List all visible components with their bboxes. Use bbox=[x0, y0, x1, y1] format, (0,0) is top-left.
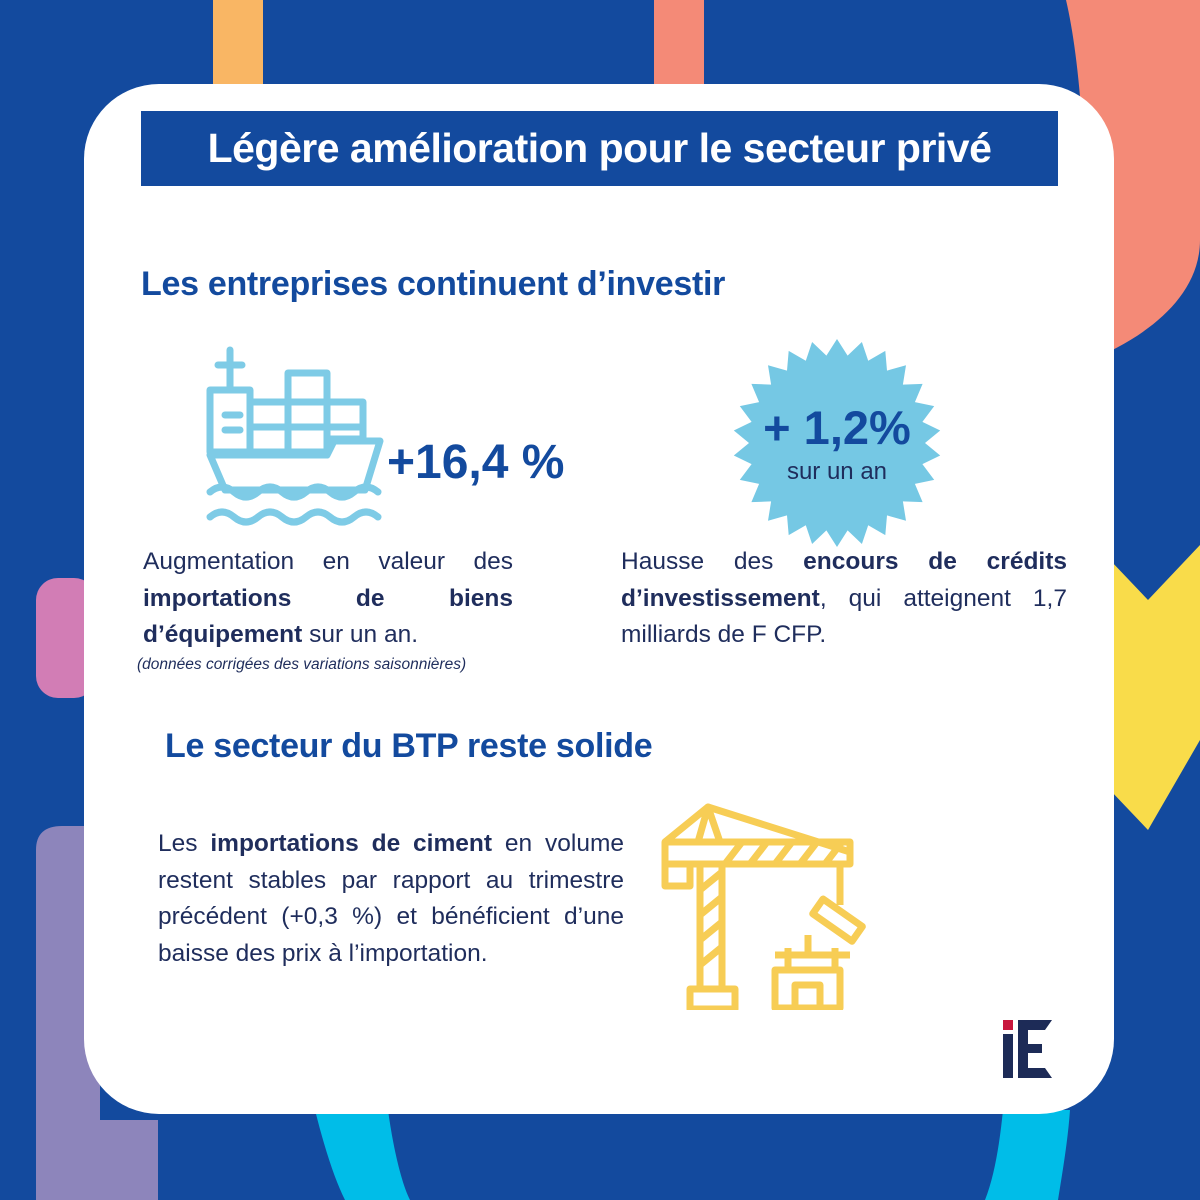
cement-description: Les importations de ciment en volume res… bbox=[158, 830, 624, 967]
yellow-chevron bbox=[1110, 545, 1200, 830]
orange-stripe bbox=[213, 0, 263, 100]
seasonal-adjustment-note: (données corrigées des variations saison… bbox=[137, 656, 467, 673]
section-heading-investment: Les entreprises continuent d’investir bbox=[141, 265, 726, 303]
construction-crane-icon bbox=[661, 803, 866, 1010]
credits-badge-value: + 1,2% bbox=[763, 401, 911, 454]
logo-dot bbox=[1003, 1020, 1013, 1030]
cyan-arc-right bbox=[985, 1110, 1070, 1200]
logo-stem bbox=[1003, 1034, 1013, 1078]
logo-e-glyph bbox=[1018, 1020, 1052, 1078]
credits-badge-caption: sur un an bbox=[786, 458, 888, 485]
cyan-arc bbox=[315, 1110, 410, 1200]
credits-description: Hausse des encours de crédits d’investis… bbox=[621, 548, 1068, 648]
section-heading-btp: Le secteur du BTP reste solide bbox=[165, 727, 653, 765]
salmon-stripe bbox=[654, 0, 704, 100]
starburst-badge bbox=[733, 339, 941, 547]
imports-stat: +16,4 % bbox=[387, 436, 565, 489]
imports-description: Augmentation en valeur des importations … bbox=[143, 548, 513, 648]
page-title: Légère amélioration pour le secteur priv… bbox=[141, 111, 1058, 186]
pink-block bbox=[36, 578, 96, 698]
content-card bbox=[84, 84, 1114, 1114]
cargo-ship-icon bbox=[206, 346, 384, 526]
ieom-logo: iE bbox=[1003, 1020, 1053, 1080]
